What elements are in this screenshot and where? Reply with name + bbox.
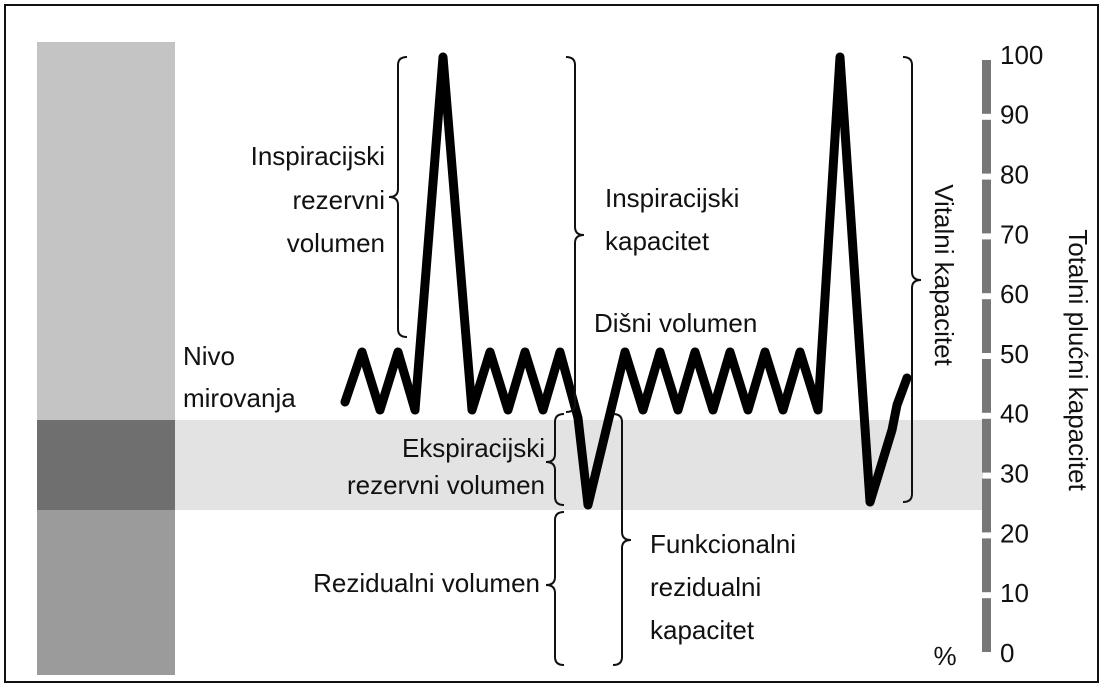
block-light (37, 42, 175, 420)
tick-label: 100 (1000, 40, 1043, 70)
tick-label: 10 (1000, 578, 1029, 608)
label: kapacitet (650, 615, 755, 645)
brace (902, 56, 922, 503)
tick-label: 20 (1000, 518, 1029, 548)
label: Ekspiracijski (402, 433, 545, 463)
brace (545, 511, 565, 666)
brace (565, 56, 585, 413)
spirogram (340, 52, 912, 510)
tick-label: 70 (1000, 219, 1029, 249)
label: Nivo (183, 341, 235, 371)
label: rezidualni (650, 572, 761, 602)
tick-label: 30 (1000, 458, 1029, 488)
axis-segment (982, 478, 991, 533)
braces (388, 56, 922, 666)
tick-label: 0 (1000, 638, 1014, 668)
axis-segment (982, 60, 991, 114)
label: Inspiracijski (251, 141, 385, 171)
brace (545, 413, 565, 506)
unit: % (933, 641, 956, 671)
label: Dišni volumen (594, 308, 757, 338)
label: Rezidualni volumen (313, 568, 540, 598)
block-dark (37, 420, 175, 510)
label: mirovanja (183, 383, 296, 413)
axis-segment (982, 299, 991, 353)
tick-label: 90 (1000, 100, 1029, 130)
tick-label: 40 (1000, 399, 1029, 429)
axis-segment (982, 119, 991, 174)
axis-segment (982, 179, 991, 234)
label: rezervni volumen (347, 470, 545, 500)
frame (4, 4, 1099, 683)
block-medium (37, 510, 175, 675)
brace (612, 413, 632, 666)
axis-segment (982, 418, 991, 473)
tick-label: 80 (1000, 159, 1029, 189)
label: Inspiracijski (605, 183, 739, 213)
tick-label: 60 (1000, 279, 1029, 309)
axis-segment (982, 598, 991, 652)
label: rezervni (293, 185, 385, 215)
label: Vitalni kapacitet (929, 184, 959, 366)
label: kapacitet (605, 226, 710, 256)
axis-segment (982, 359, 991, 413)
label: volumen (287, 228, 385, 258)
label: Funkcionalni (650, 529, 796, 559)
axis-segment (982, 538, 991, 593)
axis-segment (982, 239, 991, 294)
brace (388, 56, 408, 338)
tick-label: 50 (1000, 339, 1029, 369)
label: Totalni plućni kapacitet (1063, 229, 1093, 491)
